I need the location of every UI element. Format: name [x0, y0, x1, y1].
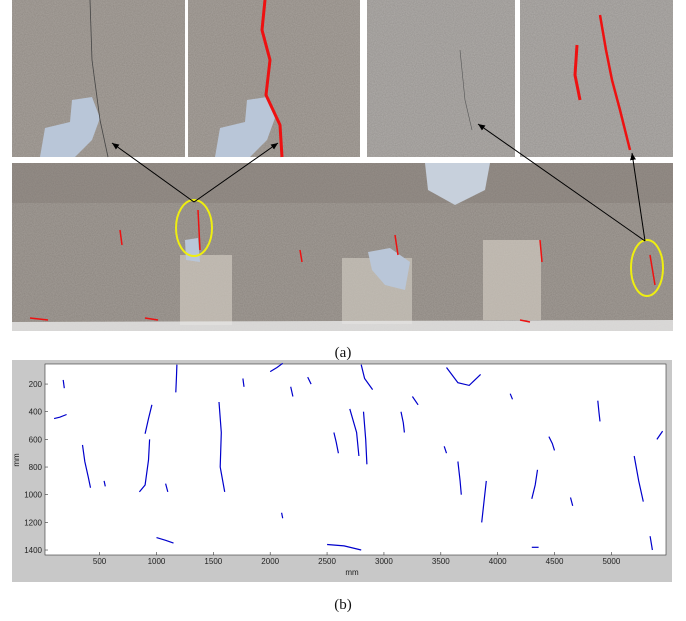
crack-line — [446, 367, 482, 387]
crack-line — [269, 362, 284, 373]
crack-line — [307, 376, 312, 385]
caption: (b) — [334, 597, 352, 613]
crack-line — [165, 483, 169, 493]
y-tick-label: 1200 — [24, 518, 42, 527]
crack-line — [156, 537, 174, 544]
crack-line — [443, 446, 448, 454]
x-tick-label: 4500 — [546, 557, 564, 566]
y-tick-label: 200 — [29, 380, 43, 389]
crack-line — [457, 461, 462, 495]
crack-line — [144, 404, 153, 434]
x-tick-label: 1500 — [204, 557, 222, 566]
crack-line — [597, 400, 601, 422]
y-tick-label: 1400 — [24, 546, 42, 555]
y-tick-label: 600 — [29, 435, 43, 444]
x-tick-label: 2000 — [261, 557, 279, 566]
crack-line — [175, 364, 178, 393]
x-tick-label: 3500 — [432, 557, 450, 566]
crack-line — [349, 408, 360, 457]
plot: 500 1000 1500 2000 2500 3000 3500 4000 4500 5000 2… — [24, 362, 664, 566]
y-axis-label: mm — [12, 453, 21, 467]
plot-area — [44, 363, 667, 556]
photo-details — [12, 0, 673, 331]
crack-line — [290, 386, 294, 397]
crack-line — [327, 543, 362, 551]
crack-line — [509, 393, 514, 400]
x-tick-label: 5000 — [603, 557, 621, 566]
crack-line — [656, 430, 664, 440]
crack-line — [81, 444, 92, 488]
crack-line — [281, 512, 284, 519]
crack-line — [633, 455, 644, 502]
crack-line — [531, 469, 539, 499]
crack-line — [53, 413, 67, 420]
x-tick-label: 1000 — [148, 557, 166, 566]
x-axis-label: mm — [345, 568, 359, 577]
crack-line — [138, 439, 151, 493]
crack-line — [548, 436, 556, 451]
crack-line — [360, 364, 374, 390]
crack-line — [242, 378, 245, 387]
y-tick-label: 800 — [29, 463, 43, 472]
crack-line — [362, 411, 368, 465]
y-tick-label: 1000 — [24, 491, 42, 500]
x-tick-label: 4000 — [489, 557, 507, 566]
crack-line — [400, 411, 405, 433]
y-tick-label: 400 — [29, 408, 43, 417]
crack-line — [649, 536, 653, 551]
crack-line — [333, 432, 339, 454]
crack-line — [569, 497, 574, 506]
caption: (a) — [335, 345, 352, 361]
x-tick-label: 2500 — [318, 557, 336, 566]
crack-line — [103, 480, 106, 487]
x-tick-label: 500 — [93, 557, 107, 566]
x-tick-label: 3000 — [375, 557, 393, 566]
crack-line — [62, 379, 65, 389]
crack-line — [411, 396, 419, 406]
crack-line — [481, 480, 487, 523]
crack-line — [218, 401, 226, 493]
